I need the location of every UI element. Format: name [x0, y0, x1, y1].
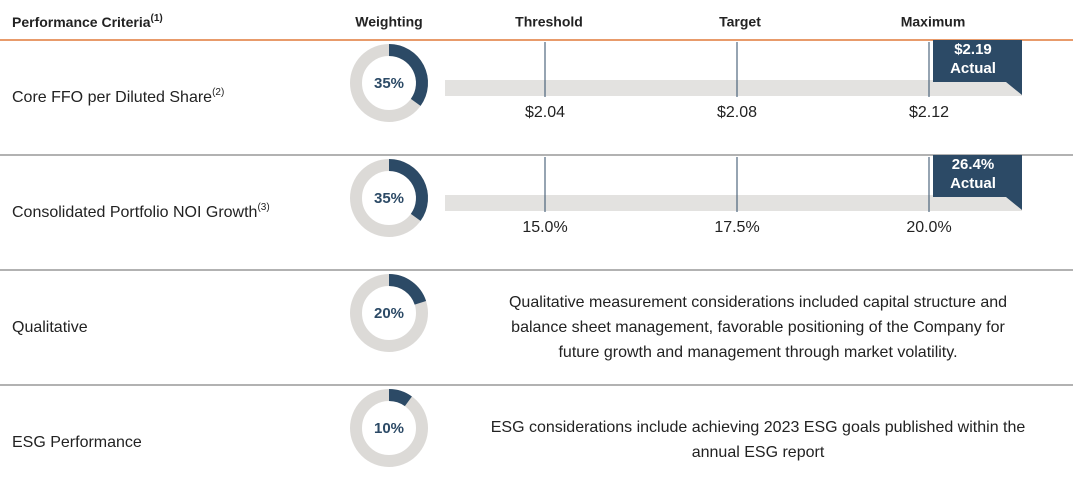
header-note: (1): [151, 13, 163, 24]
description-line: ESG considerations include achieving 202…: [491, 419, 1026, 436]
actual-value: 26.4%: [952, 156, 995, 173]
row-label-text: Qualitative: [12, 319, 88, 336]
donut-label: 35%: [374, 75, 404, 92]
actual-label: Actual: [950, 60, 996, 77]
row-label: Consolidated Portfolio NOI Growth(3): [12, 202, 270, 222]
range-bar: [445, 195, 1022, 211]
header-target: Target: [719, 14, 761, 30]
actual-label: Actual: [950, 175, 996, 192]
row-label-text: Consolidated Portfolio NOI Growth: [12, 204, 257, 221]
description-line: Qualitative measurement considerations i…: [509, 294, 1007, 311]
level-label: $2.12: [909, 104, 949, 121]
donut-label: 20%: [374, 305, 404, 322]
level-label: 15.0%: [522, 219, 567, 236]
row-label: Qualitative: [12, 319, 88, 336]
description-line: balance sheet management, favorable posi…: [511, 319, 1005, 336]
donut-arc: [388, 44, 428, 106]
row-label: ESG Performance: [12, 434, 142, 451]
donut-arc: [388, 274, 427, 306]
donut-arc: [388, 389, 412, 407]
range-bar: [445, 80, 1022, 96]
level-label: $2.08: [717, 104, 757, 121]
actual-flag: [933, 155, 1022, 210]
actual-flag: [933, 40, 1022, 95]
donut-label: 35%: [374, 190, 404, 207]
description-line: future growth and management through mar…: [558, 344, 957, 361]
level-label: 17.5%: [714, 219, 759, 236]
donut-arc: [388, 159, 428, 221]
row-label-note: (3): [257, 202, 269, 213]
header-weighting: Weighting: [355, 14, 422, 30]
header-criteria: Performance Criteria(1): [12, 13, 163, 30]
header-criteria-text: Performance Criteria: [12, 14, 151, 30]
level-label: 20.0%: [906, 219, 951, 236]
row-label: Core FFO per Diluted Share(2): [12, 87, 224, 107]
row-label-note: (2): [212, 87, 224, 98]
description-line: annual ESG report: [692, 444, 825, 461]
level-label: $2.04: [525, 104, 565, 121]
donut-label: 10%: [374, 420, 404, 437]
actual-value: $2.19: [954, 41, 992, 58]
row-label-text: ESG Performance: [12, 434, 142, 451]
header-maximum: Maximum: [901, 14, 966, 30]
row-label-text: Core FFO per Diluted Share: [12, 89, 212, 106]
header-threshold: Threshold: [515, 14, 583, 30]
